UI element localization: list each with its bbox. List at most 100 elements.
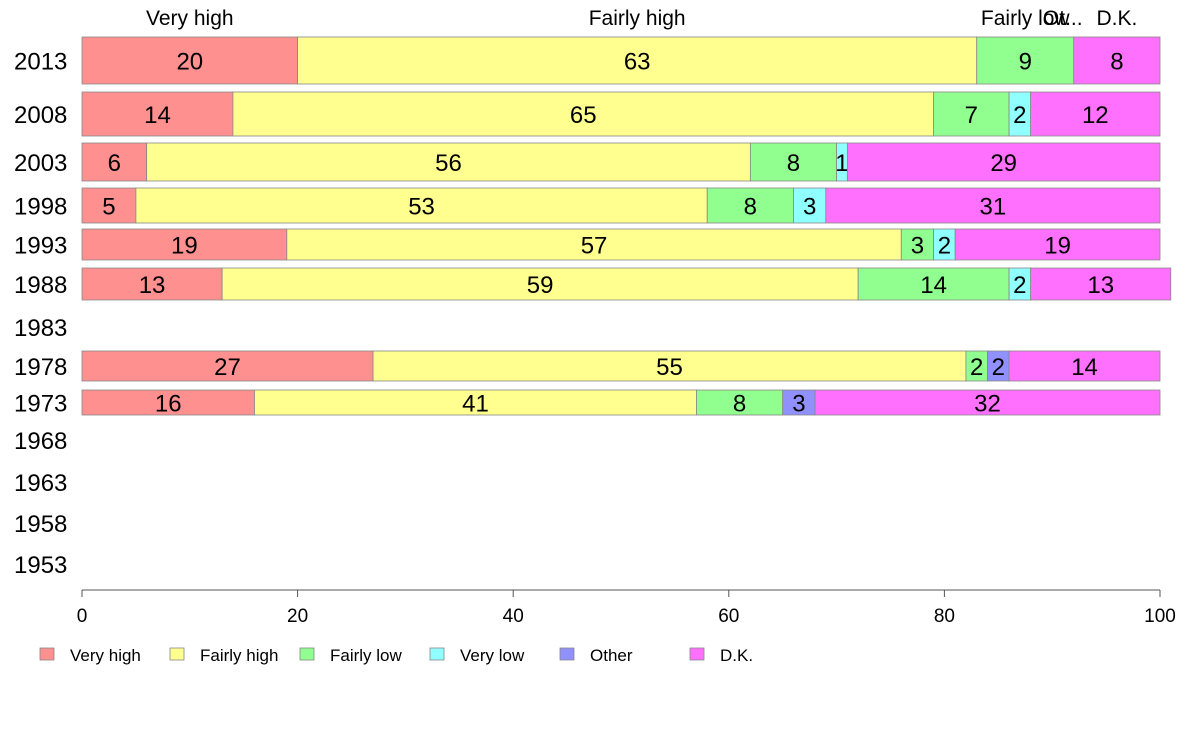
bar-value-label: 8: [733, 391, 746, 418]
bar-segment: [782, 389, 816, 416]
bar-segment: [81, 350, 374, 382]
bar-segment: [81, 187, 137, 224]
bar-value-label: 29: [990, 150, 1017, 177]
segment-header-label: Fairly low: [981, 7, 1071, 30]
bar-segment: [81, 267, 223, 301]
legend-label: Very high: [70, 646, 141, 665]
bar-segment: [825, 187, 1161, 224]
year-label: 1983: [14, 315, 67, 342]
year-label: 1998: [14, 194, 67, 221]
bar-value-label: 12: [1082, 102, 1109, 129]
year-label: 1978: [14, 354, 67, 381]
bar-segment: [297, 36, 978, 85]
segment-header-label: Ot...: [1043, 7, 1083, 30]
segment-header-label: Very high: [146, 7, 234, 30]
bar-value-label: 20: [176, 49, 203, 76]
bar-segment: [81, 91, 234, 137]
legend-swatch: [169, 647, 185, 661]
bar-value-label: 27: [214, 354, 241, 381]
legend-swatch: [559, 647, 575, 661]
bar-value-label: 14: [1071, 354, 1098, 381]
year-labels: 2013 2008 2003 1998 1993 1988 1983 1978 1973 1968…: [14, 49, 67, 580]
legend-label: Fairly low: [330, 646, 403, 665]
bar-value-label: 14: [920, 272, 947, 299]
x-tick-label: 80: [934, 606, 955, 627]
year-label: 1953: [14, 552, 67, 579]
x-axis: 0 20 40 60 80 100: [77, 589, 1176, 627]
x-tick-label: 60: [718, 606, 739, 627]
x-tick-label: 100: [1144, 606, 1176, 627]
bar-segment: [954, 228, 1161, 261]
legend-label: Other: [590, 646, 633, 665]
bar-segment: [81, 142, 148, 182]
bar-segment: [900, 228, 935, 261]
bar-segment: [846, 142, 1161, 182]
bar-value-label: 8: [744, 194, 757, 221]
bar-segment: [286, 228, 902, 261]
bar-segment: [814, 389, 1161, 416]
legend: Very high Fairly high Fairly low Very low Ot…: [39, 646, 753, 665]
bar-value-label: 6: [108, 150, 121, 177]
bar-value-label: 53: [408, 194, 435, 221]
bar-segment: [372, 350, 967, 382]
year-label: 2008: [14, 102, 67, 129]
bar-value-label: 13: [1087, 272, 1114, 299]
bar-value-label: 16: [155, 391, 182, 418]
bar-value-label: 5: [102, 194, 115, 221]
bar-value-label: 2: [970, 354, 983, 381]
bar-value-label: 2: [992, 354, 1005, 381]
bar-value-label: 41: [462, 391, 489, 418]
bar-segment: [696, 389, 784, 416]
year-label: 2013: [14, 49, 67, 76]
year-label: 1988: [14, 272, 67, 299]
bar-segment: [135, 187, 708, 224]
bar-value-label: 14: [144, 102, 171, 129]
year-label: 1958: [14, 511, 67, 538]
bar-value-label: 56: [435, 150, 462, 177]
bar-value-label: 3: [792, 391, 805, 418]
legend-swatch: [429, 647, 445, 661]
bar-value-label: 3: [803, 194, 816, 221]
bar-segment: [857, 267, 1010, 301]
bar-value-label: 7: [965, 102, 978, 129]
legend-swatch: [689, 647, 705, 661]
legend-swatch: [299, 647, 315, 661]
bar-value-label: 19: [1044, 233, 1071, 260]
bar-value-label: 19: [171, 233, 198, 260]
bar-segment: [1030, 267, 1172, 301]
x-tick-label: 20: [287, 606, 308, 627]
bar-segment: [232, 91, 935, 137]
segment-header-label: D.K.: [1096, 7, 1137, 30]
x-tick-label: 0: [77, 606, 88, 627]
legend-label: Fairly high: [200, 646, 278, 665]
bar-value-label: 2: [938, 233, 951, 260]
bar-segment: [221, 267, 859, 301]
x-tick-label: 40: [503, 606, 524, 627]
bar-value-label: 9: [1019, 49, 1032, 76]
bar-value-label: 3: [911, 233, 924, 260]
bar-segment: [749, 142, 837, 182]
bar-segment: [146, 142, 751, 182]
bar-value-label: 55: [656, 354, 683, 381]
bar-segment: [1030, 91, 1161, 137]
bar-segment: [254, 389, 697, 416]
bar-value-label: 8: [787, 150, 800, 177]
bar-segment: [1073, 36, 1161, 85]
bar-value-label: 2: [1013, 102, 1026, 129]
legend-swatch: [39, 647, 55, 661]
year-label: 1963: [14, 470, 67, 497]
bar-value-label: 63: [624, 49, 651, 76]
bar-value-label: 59: [527, 272, 554, 299]
bar-value-label: 1: [835, 150, 848, 177]
bar-segment: [706, 187, 794, 224]
bar-value-label: 13: [139, 272, 166, 299]
segment-header-label: Fairly high: [589, 7, 686, 30]
bar-segment: [81, 389, 255, 416]
bar-value-label: 57: [581, 233, 608, 260]
bar-segment: [933, 91, 1010, 137]
bar-value-label: 32: [974, 391, 1001, 418]
legend-label: Very low: [460, 646, 525, 665]
bar-segment: [793, 187, 827, 224]
